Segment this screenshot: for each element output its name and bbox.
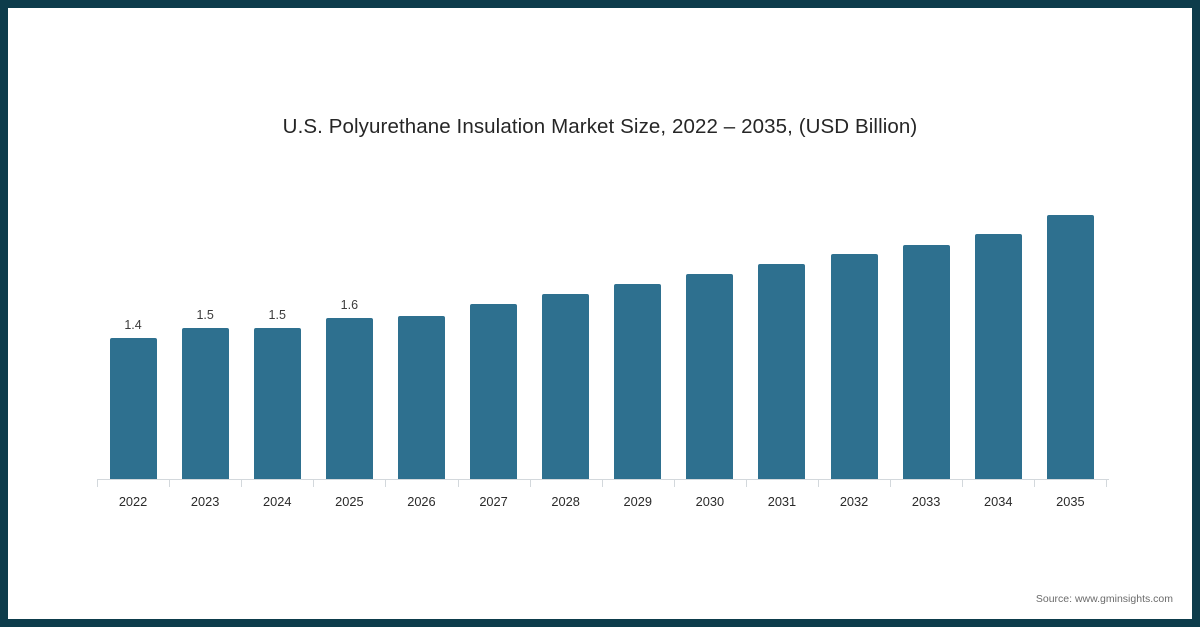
bar[interactable]: [902, 244, 950, 480]
x-axis-tick: [1106, 480, 1108, 487]
bar[interactable]: [758, 263, 806, 480]
x-axis-label: 2026: [407, 494, 436, 509]
x-axis-label: 2035: [1056, 494, 1085, 509]
bar[interactable]: [253, 327, 301, 480]
bar-group: 1.5: [241, 178, 313, 480]
x-axis-tick: [890, 480, 892, 487]
x-axis-label: 2024: [263, 494, 292, 509]
x-axis-tick: [457, 480, 459, 487]
bar-plot-area: 1.4 1.5 1.5 1.6: [97, 178, 1107, 480]
bar[interactable]: [830, 253, 878, 480]
bar[interactable]: [974, 234, 1022, 480]
x-axis-tick: [385, 480, 387, 487]
chart-title: U.S. Polyurethane Insulation Market Size…: [282, 115, 918, 138]
x-axis-label: 2033: [911, 494, 941, 509]
x-axis-tick: [673, 480, 675, 487]
x-axis-label: 2027: [479, 494, 508, 509]
x-axis-tick: [745, 480, 747, 487]
bar-group: [385, 178, 457, 480]
x-axis-tick: [97, 480, 98, 487]
bar-group: [458, 178, 530, 480]
bar[interactable]: [470, 304, 517, 480]
bar[interactable]: [1046, 215, 1094, 480]
x-axis-tick: [169, 480, 171, 487]
bar-group: [674, 178, 746, 480]
x-axis-label: 2025: [335, 494, 364, 509]
bar[interactable]: [397, 315, 445, 480]
x-axis-label: 2023: [190, 494, 220, 509]
source-attribution: Source: www.gminsights.com: [1035, 593, 1173, 605]
x-axis-line: [97, 479, 1109, 480]
x-axis-tick: [529, 480, 531, 487]
bar[interactable]: [614, 284, 662, 480]
x-axis-label: 2032: [839, 494, 869, 509]
x-axis-tick: [241, 480, 243, 487]
bar[interactable]: [181, 327, 229, 480]
bar-group: 1.5: [169, 178, 241, 480]
x-axis-tick: [818, 480, 819, 487]
bar-group: 1.4: [97, 178, 169, 480]
x-axis-label: 2028: [551, 494, 580, 509]
bar-group: [530, 178, 602, 480]
x-axis-tick: [962, 480, 964, 487]
bar-value-label: 1.5: [268, 307, 286, 322]
bar-group: [890, 178, 962, 480]
bar[interactable]: [686, 273, 734, 480]
bar-group: [962, 178, 1034, 480]
x-axis-label: 2034: [984, 494, 1013, 509]
bar-value-label: 1.4: [124, 317, 142, 332]
bar-group: [602, 178, 674, 480]
bar[interactable]: [109, 337, 157, 480]
bar-group: 1.6: [313, 178, 385, 480]
x-axis-label: 2022: [118, 494, 148, 509]
bar[interactable]: [542, 294, 590, 480]
x-axis-label: 2030: [695, 494, 725, 509]
bar-group: [818, 178, 890, 480]
bar-group: [746, 178, 818, 480]
x-axis-label: 2029: [623, 494, 652, 509]
x-axis-tick: [601, 480, 603, 487]
bar[interactable]: [325, 317, 373, 480]
bar-group: [1034, 178, 1106, 480]
x-axis-tick: [1034, 480, 1036, 487]
x-axis-label: 2031: [767, 494, 797, 509]
bar-value-label: 1.6: [340, 297, 359, 312]
bar-value-label: 1.5: [196, 307, 214, 322]
x-axis-tick: [313, 480, 315, 487]
